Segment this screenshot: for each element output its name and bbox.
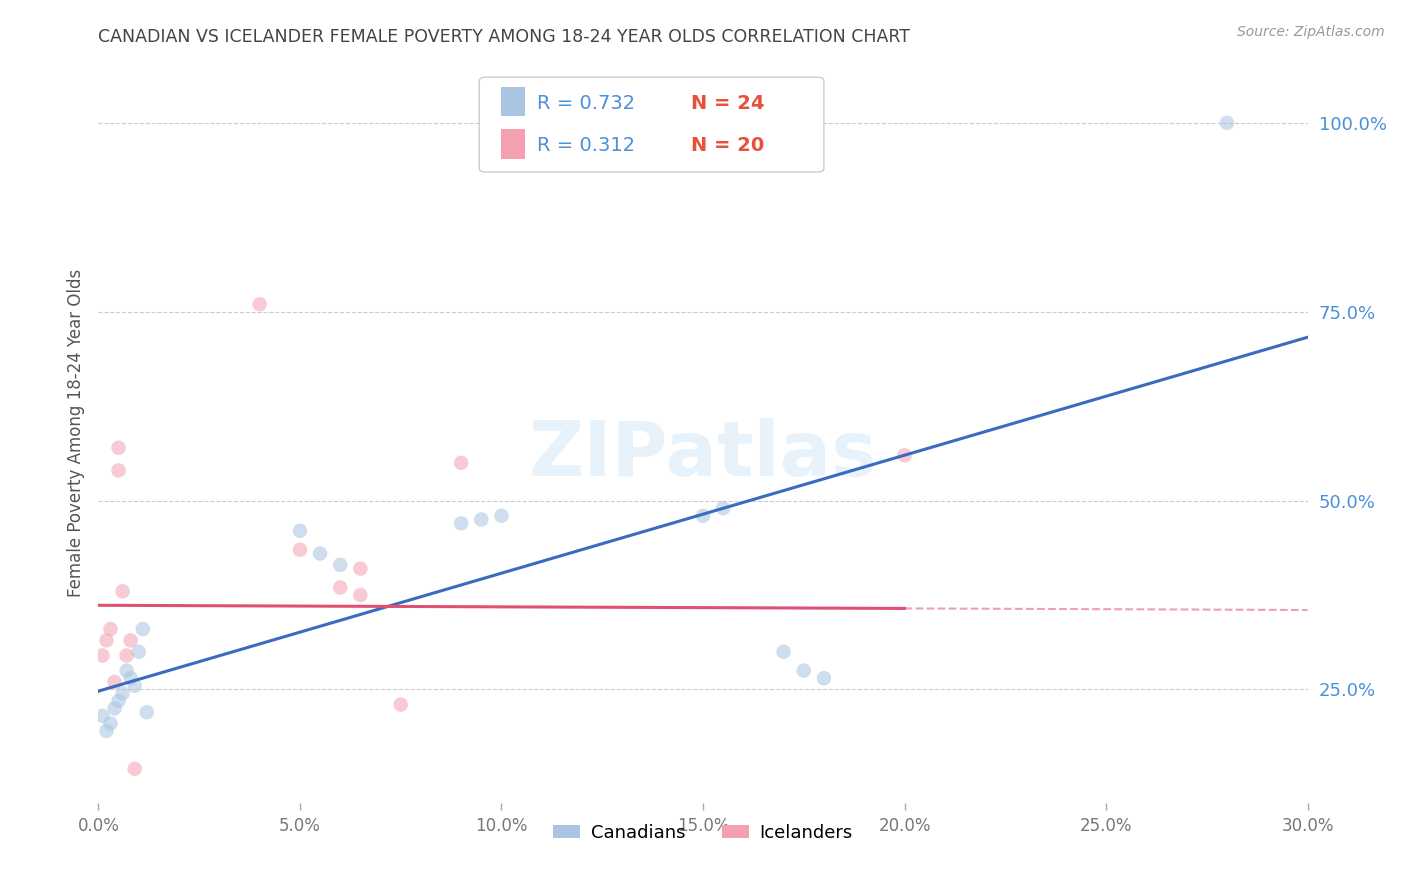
Point xyxy=(288,524,311,538)
Point xyxy=(450,516,472,531)
Text: N = 20: N = 20 xyxy=(690,136,763,155)
Point xyxy=(329,581,352,595)
Point xyxy=(132,622,155,636)
Text: R = 0.732: R = 0.732 xyxy=(537,94,636,112)
Point xyxy=(107,441,129,455)
Point xyxy=(100,716,122,731)
Point xyxy=(793,664,815,678)
Point xyxy=(692,508,714,523)
Point xyxy=(120,671,142,685)
Point xyxy=(100,622,122,636)
Point xyxy=(111,584,134,599)
Text: ZIPatlas: ZIPatlas xyxy=(529,417,877,491)
Point xyxy=(103,674,125,689)
Bar xyxy=(501,87,526,117)
Point xyxy=(711,501,734,516)
Point xyxy=(329,558,352,572)
Point xyxy=(124,762,146,776)
Bar xyxy=(501,129,526,159)
Point xyxy=(91,648,114,663)
Point xyxy=(135,705,157,719)
Text: N = 24: N = 24 xyxy=(690,94,765,112)
Text: CANADIAN VS ICELANDER FEMALE POVERTY AMONG 18-24 YEAR OLDS CORRELATION CHART: CANADIAN VS ICELANDER FEMALE POVERTY AMO… xyxy=(98,28,911,45)
Point xyxy=(115,664,138,678)
Point xyxy=(107,463,129,477)
Point xyxy=(128,645,150,659)
Y-axis label: Female Poverty Among 18-24 Year Olds: Female Poverty Among 18-24 Year Olds xyxy=(66,268,84,597)
Text: R = 0.312: R = 0.312 xyxy=(537,136,636,155)
Point xyxy=(120,633,142,648)
Point xyxy=(309,547,332,561)
Point xyxy=(370,853,392,867)
Legend: Canadians, Icelanders: Canadians, Icelanders xyxy=(546,817,860,849)
Point xyxy=(813,671,835,685)
Point xyxy=(349,561,371,575)
Point xyxy=(893,448,915,462)
Point xyxy=(96,724,118,739)
Point xyxy=(96,633,118,648)
Point xyxy=(111,686,134,700)
FancyBboxPatch shape xyxy=(479,78,824,172)
Point xyxy=(115,648,138,663)
Point xyxy=(491,508,513,523)
Point xyxy=(692,845,714,859)
Point xyxy=(1216,116,1239,130)
Point xyxy=(249,297,271,311)
Point xyxy=(389,698,412,712)
Point xyxy=(349,588,371,602)
Point xyxy=(107,694,129,708)
Text: Source: ZipAtlas.com: Source: ZipAtlas.com xyxy=(1237,25,1385,39)
Point xyxy=(470,512,492,526)
Point xyxy=(288,542,311,557)
Point xyxy=(772,645,794,659)
Point xyxy=(124,679,146,693)
Point xyxy=(450,456,472,470)
Point xyxy=(103,701,125,715)
Point xyxy=(91,709,114,723)
